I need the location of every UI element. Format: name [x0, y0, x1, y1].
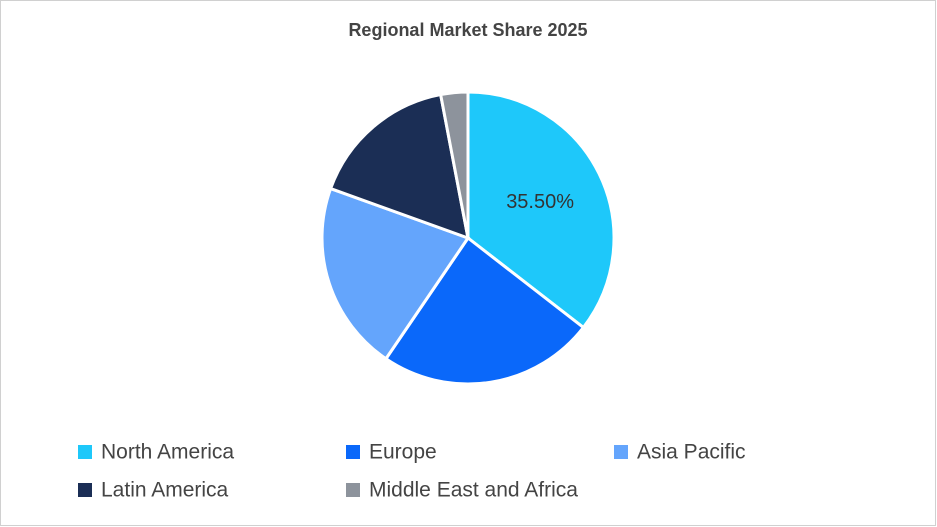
pie-slice [466, 90, 616, 330]
data-label: 35.50% [506, 191, 574, 213]
pie-slice [383, 235, 586, 386]
legend-swatch [346, 483, 360, 497]
legend-swatch [78, 445, 92, 459]
legend-label: North America [101, 441, 234, 464]
pie-slice [328, 92, 470, 241]
chart-title: Regional Market Share 2025 [348, 20, 587, 40]
legend-swatch [78, 483, 92, 497]
legend-swatch [614, 445, 628, 459]
legend-label: Middle East and Africa [369, 479, 578, 502]
legend-label: Asia Pacific [637, 441, 746, 464]
pie-slice [438, 90, 470, 239]
pie-slice [320, 186, 471, 361]
legend-label: Europe [369, 441, 437, 464]
legend-label: Latin America [101, 479, 229, 502]
legend-swatch [346, 445, 360, 459]
